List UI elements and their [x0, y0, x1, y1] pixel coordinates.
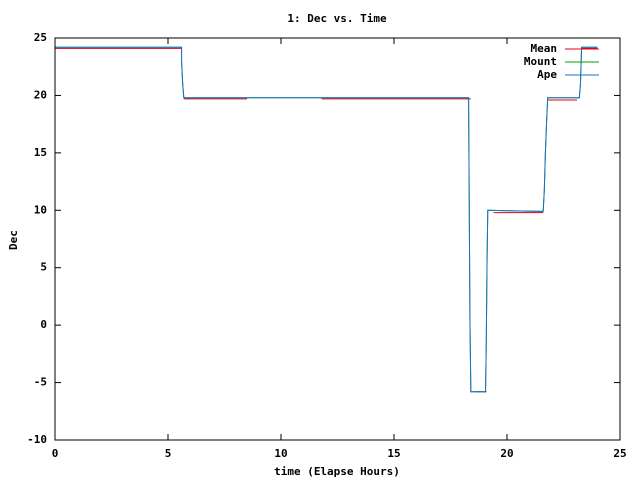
y-tick-label: 10	[34, 203, 47, 216]
series-line	[55, 46, 598, 393]
y-axis-label: Dec	[7, 230, 20, 250]
x-tick-label: 5	[165, 447, 172, 460]
plot-frame	[54, 37, 621, 441]
y-tick-label: 20	[34, 88, 47, 101]
x-tick-label: 25	[613, 447, 626, 460]
x-tick-label: 20	[500, 447, 513, 460]
legend-label: Ape	[537, 68, 557, 81]
y-tick-label: -5	[34, 376, 47, 389]
legend-label: Mean	[531, 42, 558, 55]
y-tick-label: -10	[27, 433, 47, 446]
x-tick-label: 10	[274, 447, 287, 460]
x-tick-label: 0	[52, 447, 59, 460]
y-tick-label: 0	[40, 318, 47, 331]
y-tick-label: 25	[34, 31, 47, 44]
legend-label: Mount	[524, 55, 557, 68]
y-tick-label: 5	[40, 261, 47, 274]
x-tick-label: 15	[387, 447, 400, 460]
chart-title: 1: Dec vs. Time	[287, 12, 387, 25]
y-tick-label: 15	[34, 146, 47, 159]
x-axis-label: time (Elapse Hours)	[274, 465, 400, 478]
